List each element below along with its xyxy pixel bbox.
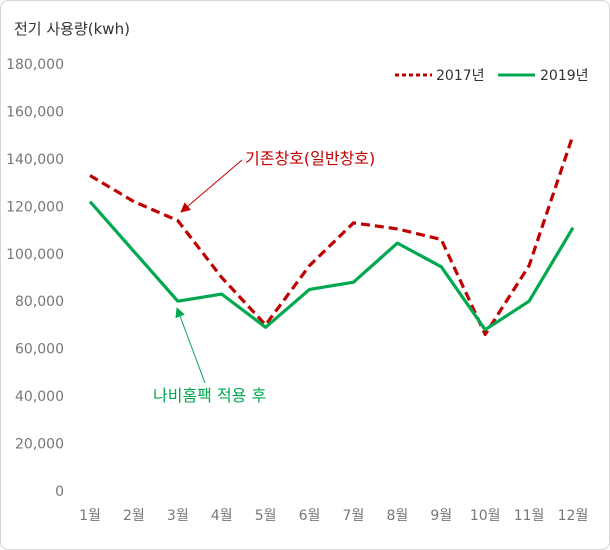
y-tick-label: 60,000 <box>15 342 64 358</box>
x-tick-label: 8월 <box>386 508 408 524</box>
x-tick-label: 9월 <box>430 508 452 524</box>
series-line-2017 <box>89 134 575 336</box>
annotation-after-nabihompack-label: 나비홈팩 적용 후 <box>153 386 266 405</box>
x-tick-label: 6월 <box>299 508 321 524</box>
x-tick-label: 3월 <box>167 508 189 524</box>
legend: 2017년 2019년 <box>395 68 589 84</box>
y-tick-labels: 0 20,000 40,000 60,000 80,000 100,000 120,000 1… <box>6 57 64 500</box>
legend-2017-label: 2017년 <box>436 68 485 84</box>
annotation-existing-windows-arrow <box>180 159 243 213</box>
y-axis-title: 전기 사용량(kwh) <box>14 20 130 38</box>
legend-2019-label: 2019년 <box>540 68 589 84</box>
x-tick-label: 12월 <box>558 508 589 524</box>
annotation-existing-windows-label: 기존창호(일반창호) <box>245 149 375 168</box>
series-lines <box>88 134 575 336</box>
annotation-after-nabihompack: 나비홈팩 적용 후 <box>153 307 266 405</box>
y-tick-label: 140,000 <box>6 152 64 168</box>
x-tick-label: 1월 <box>79 508 101 524</box>
y-tick-label: 40,000 <box>15 389 64 405</box>
annotation-existing-windows: 기존창호(일반창호) <box>180 149 375 213</box>
series-line-2019 <box>88 200 575 332</box>
y-tick-label: 80,000 <box>15 294 64 310</box>
x-tick-label: 4월 <box>211 508 233 524</box>
y-tick-label: 100,000 <box>6 247 64 263</box>
y-tick-label: 0 <box>55 484 64 500</box>
x-tick-labels: 1월 2월 3월 4월 5월 6월 7월 8월 9월 10월 11월 12월 <box>79 508 588 524</box>
x-tick-label: 2월 <box>123 508 145 524</box>
x-tick-label: 10월 <box>470 508 501 524</box>
y-tick-label: 20,000 <box>15 437 64 453</box>
annotation-after-nabihompack-arrow <box>175 307 206 384</box>
y-tick-label: 180,000 <box>6 57 64 73</box>
x-tick-label: 7월 <box>343 508 365 524</box>
y-tick-label: 160,000 <box>6 104 64 120</box>
y-tick-label: 120,000 <box>6 199 64 215</box>
x-tick-label: 11월 <box>514 508 545 524</box>
x-tick-label: 5월 <box>255 508 277 524</box>
